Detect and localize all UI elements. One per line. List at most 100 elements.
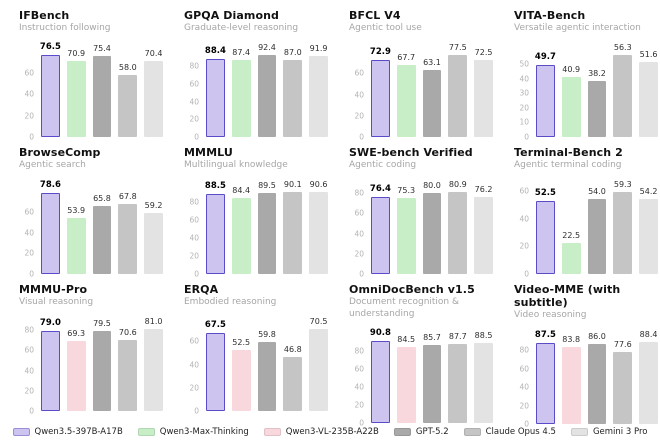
bar-value-label: 78.6 <box>39 179 61 190</box>
bar <box>231 197 251 274</box>
y-axis-tick-label: 0 <box>359 269 364 279</box>
y-axis-tick-label: 60 <box>24 68 34 77</box>
chart-mmmu-pro: MMMU-Pro Visual reasoning 0 20 40 60 80 79.0 69.… <box>0 283 165 416</box>
bar-gemini-3-pro: 90.6 <box>309 180 328 274</box>
y-axis-tick-label: 0 <box>359 418 364 428</box>
y-axis-tick-label: 0 <box>29 132 34 142</box>
bar-qwen3-vl-235b-a22b: 84.5 <box>396 335 416 423</box>
y-axis-tick-label: 40 <box>24 228 34 238</box>
y-axis-tick-label: 20 <box>354 249 364 259</box>
y-axis-tick-label: 60 <box>189 79 199 89</box>
bar-claude-opus-4-5: 90.1 <box>283 180 303 274</box>
y-axis-tick-label: 40 <box>519 214 529 224</box>
y-axis: 0 20 40 60 80 <box>180 51 202 142</box>
bar-value-label: 69.3 <box>67 328 86 338</box>
y-axis-tick-label: 20 <box>354 400 364 410</box>
bar-value-label: 75.4 <box>93 43 111 53</box>
plot-area: 0 20 40 60 80 88.5 84.4 89.5 90.1 90.6 <box>180 180 328 279</box>
bar <box>283 59 303 137</box>
y-axis-tick-label: 80 <box>519 345 529 355</box>
y-axis-tick-label: 50 <box>519 59 529 69</box>
chart-title: BFCL V4 <box>349 9 401 22</box>
bar-qwen3-max-thinking: 53.9 <box>66 188 86 274</box>
bar-qwen3-5-397b-a17b: 79.0 <box>40 318 61 411</box>
chart-subtitle: Video reasoning <box>514 310 587 320</box>
bar <box>613 191 633 274</box>
chart-title: Video-MME (with subtitle) <box>514 283 621 309</box>
legend-swatch-icon <box>570 428 588 436</box>
chart-title: GPQA Diamond <box>184 9 280 22</box>
bar <box>396 346 416 423</box>
bar <box>118 339 138 411</box>
bar-claude-opus-4-5: 58.0 <box>118 51 138 137</box>
bars: 76.4 75.3 80.0 80.9 76.2 <box>370 180 493 274</box>
bar-value-label: 79.0 <box>39 318 61 329</box>
legend-label: Claude Opus 4.5 <box>485 427 556 437</box>
y-axis-tick-label: 20 <box>189 383 199 393</box>
bar <box>639 198 658 274</box>
bar-qwen3-5-397b-a17b: 88.5 <box>205 181 226 274</box>
bar-value-label: 88.5 <box>474 330 493 340</box>
bar <box>257 341 277 411</box>
bar-gemini-3-pro: 72.5 <box>474 48 493 137</box>
bar <box>41 192 60 274</box>
bar-value-label: 56.3 <box>613 42 632 52</box>
plot-area: 0 20 40 60 72.9 67.7 63.1 77.5 72.5 <box>345 43 493 142</box>
bar-qwen3-max-thinking: 84.4 <box>231 186 251 274</box>
bar <box>536 201 555 274</box>
y-axis-tick-label: 60 <box>519 364 529 374</box>
y-axis-tick-label: 40 <box>519 382 529 392</box>
bar <box>92 330 112 411</box>
bar <box>561 242 581 274</box>
y-axis-tick-label: 40 <box>519 74 529 84</box>
bar <box>613 352 633 424</box>
bar-value-label: 90.1 <box>283 180 302 190</box>
y-axis-tick-label: 20 <box>354 111 364 121</box>
bar <box>206 332 225 411</box>
bar <box>371 59 390 137</box>
chart-omnidocbench-v1-5: OmniDocBench v1.5 Document recognition & … <box>330 283 495 428</box>
bar-claude-opus-4-5: 70.6 <box>118 325 138 411</box>
y-axis: 0 10 20 30 40 50 <box>510 51 532 142</box>
bar-qwen3-5-397b-a17b: 67.5 <box>205 320 226 411</box>
bar <box>474 196 493 274</box>
chart-subtitle: Document recognition & understanding <box>349 297 460 319</box>
y-axis-tick-label: 40 <box>24 89 34 99</box>
bar <box>536 64 555 137</box>
y-axis-tick-label: 0 <box>194 406 199 416</box>
bar-qwen3-5-397b-a17b: 49.7 <box>534 51 556 137</box>
y-axis-tick-label: 80 <box>189 197 199 207</box>
bar-value-label: 70.5 <box>309 317 328 327</box>
bar <box>206 58 225 137</box>
bar-qwen3-max-thinking: 22.5 <box>561 188 581 274</box>
bar-value-label: 75.3 <box>397 185 416 195</box>
bars: 79.0 69.3 79.5 70.6 81.0 <box>40 317 163 411</box>
bar-gemini-3-pro: 88.4 <box>639 330 658 424</box>
y-axis-tick-label: 0 <box>194 132 199 142</box>
plot-area: 0 20 40 60 76.5 70.9 75.4 58.0 70.4 <box>15 42 163 142</box>
y-axis-tick-label: 40 <box>24 366 34 376</box>
y-axis-tick-label: 60 <box>354 208 364 218</box>
bars: 67.5 52.5 59.8 46.8 70.5 <box>205 317 328 411</box>
y-axis-tick-label: 60 <box>354 68 364 78</box>
bar-value-label: 59.2 <box>144 200 163 210</box>
bar-gpt-5-2: 79.5 <box>92 319 112 411</box>
bar-claude-opus-4-5: 87.0 <box>283 48 303 137</box>
bar <box>309 329 328 411</box>
bar <box>92 55 112 137</box>
bar-value-label: 80.9 <box>448 180 467 190</box>
chart-vita-bench: VITA-Bench Versatile agentic interaction 0… <box>495 9 660 142</box>
bar <box>448 192 468 274</box>
bar-gemini-3-pro: 76.2 <box>474 185 493 274</box>
bar-value-label: 70.4 <box>144 49 163 59</box>
bar <box>66 218 86 274</box>
bar <box>613 54 633 137</box>
bar-value-label: 49.7 <box>534 51 556 62</box>
legend-swatch-icon <box>393 428 411 436</box>
bar <box>587 344 607 424</box>
y-axis-tick-label: 20 <box>24 111 34 120</box>
bar-value-label: 87.4 <box>232 47 251 57</box>
chart-subtitle: Embodied reasoning <box>184 297 277 307</box>
bars: 87.5 83.8 86.0 77.6 88.4 <box>535 330 658 424</box>
